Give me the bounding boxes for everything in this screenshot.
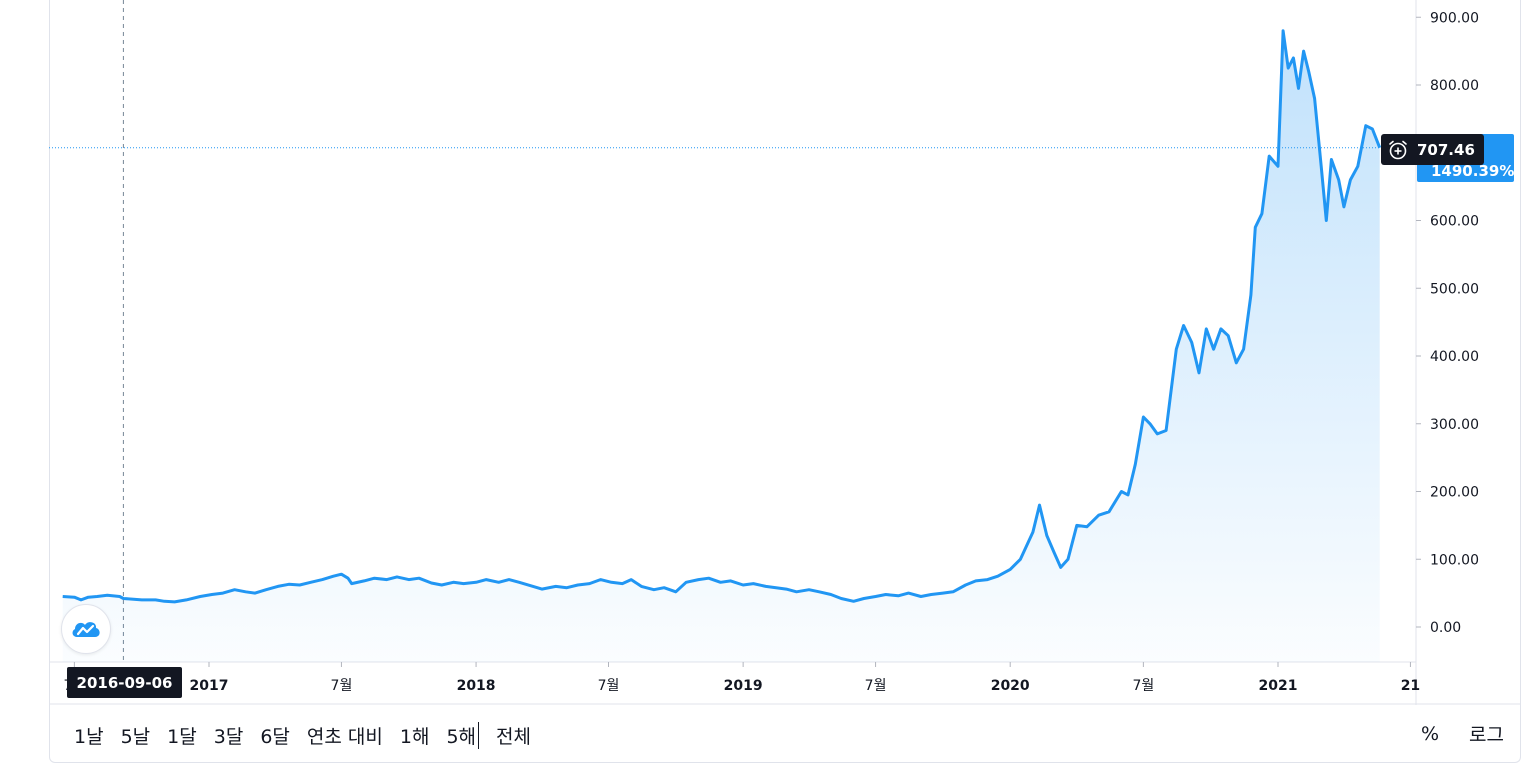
x-tick-label: 2018	[457, 678, 496, 694]
y-tick-label: 100.00	[1430, 552, 1479, 568]
percent-scale-toggle[interactable]: %	[1420, 722, 1440, 745]
y-tick-label: 800.00	[1430, 78, 1479, 94]
timeframe-1y[interactable]: 1해	[399, 725, 430, 748]
x-tick-label: 2017	[190, 678, 229, 694]
last-price-label[interactable]: 707.46	[1381, 134, 1484, 165]
y-tick-label: 500.00	[1430, 281, 1479, 297]
y-tick-label: 0.00	[1430, 620, 1461, 636]
x-tick-label: 7월	[598, 678, 620, 694]
timeframe-toolbar: 1날 5날 1달 3달 6달 연초 대비 1해 5해 전체	[74, 720, 548, 750]
x-tick-label: 7월	[1132, 678, 1154, 694]
price-series-line	[62, 29, 1382, 604]
timeframe-5y[interactable]: 5해	[446, 721, 480, 749]
last-price-value: 707.46	[1417, 140, 1475, 159]
y-tick-label: 400.00	[1430, 349, 1479, 365]
log-scale-toggle[interactable]: 로그	[1469, 724, 1504, 746]
timeframe-1m[interactable]: 1달	[167, 725, 197, 748]
x-tick-label: 2020	[991, 678, 1030, 694]
timeframe-3m[interactable]: 3달	[213, 725, 244, 748]
y-axis[interactable]: 900.00800.00700.00600.00500.00400.00300.…	[1416, 10, 1479, 636]
price-chart[interactable]: 900.00800.00700.00600.00500.00400.00300.…	[0, 0, 1530, 705]
scale-options: % 로그	[1421, 720, 1504, 747]
x-axis[interactable]: 7월20177월20187월20197월20207월202121	[63, 662, 1420, 694]
chart-frame	[49, 0, 1521, 763]
y-tick-label: 200.00	[1430, 485, 1479, 501]
price-area-fill	[62, 30, 1380, 663]
x-tick-label: 7월	[865, 678, 887, 694]
timeframe-5d[interactable]: 5날	[120, 725, 151, 748]
timeframe-6m[interactable]: 6달	[260, 725, 290, 748]
percent-change-value: 1490.39%	[1431, 162, 1515, 180]
y-tick-label: 600.00	[1430, 214, 1479, 230]
timeframe-1d[interactable]: 1날	[74, 725, 104, 748]
crosshair-date-label: 2016-09-06	[67, 667, 182, 698]
cloud-chart-icon	[72, 622, 100, 637]
tradingview-logo-button[interactable]	[61, 604, 111, 654]
x-tick-label: 2021	[1259, 678, 1298, 694]
y-tick-label: 900.00	[1430, 10, 1479, 26]
y-tick-label: 300.00	[1430, 417, 1479, 433]
timeframe-ytd[interactable]: 연초 대비	[306, 725, 383, 748]
x-tick-label: 21	[1401, 678, 1420, 694]
add-alert-icon[interactable]	[1381, 134, 1415, 165]
x-tick-label: 2019	[724, 678, 763, 694]
x-tick-label: 7월	[331, 678, 353, 694]
timeframe-all[interactable]: 전체	[496, 725, 531, 748]
